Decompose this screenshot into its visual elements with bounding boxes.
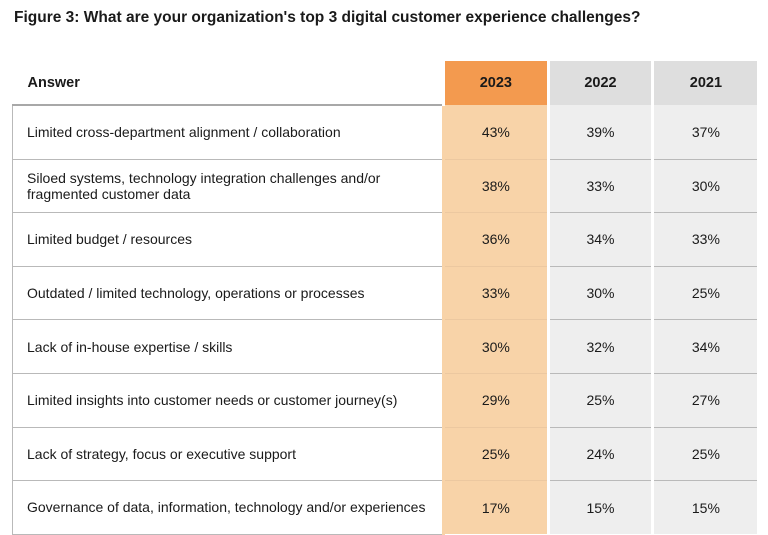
answer-cell: Lack of in-house expertise / skills [12, 319, 444, 374]
value-cell-2023: 36% [442, 212, 549, 267]
answer-cell: Siloed systems, technology integration c… [12, 158, 444, 213]
value-cell-2023: 30% [442, 319, 549, 374]
column-header-2021: 2021 [651, 61, 758, 105]
table-row: Lack of strategy, focus or executive sup… [12, 426, 758, 481]
value-cell-2022: 30% [546, 265, 653, 320]
table-body: Limited cross-department alignment / col… [12, 105, 758, 535]
table-row: Lack of in-house expertise / skills 30% 32… [12, 319, 758, 374]
value-cell-2022: 32% [546, 319, 653, 374]
answer-cell: Lack of strategy, focus or executive sup… [12, 426, 444, 481]
value-cell-2021: 37% [651, 105, 758, 160]
answer-cell: Outdated / limited technology, operation… [12, 265, 444, 320]
figure-title: Figure 3: What are your organization's t… [14, 9, 641, 26]
value-cell-2023: 25% [442, 426, 549, 481]
value-cell-2021: 25% [651, 426, 758, 481]
value-cell-2022: 15% [546, 480, 653, 535]
value-cell-2022: 24% [546, 426, 653, 481]
table-row: Outdated / limited technology, operation… [12, 265, 758, 320]
header-row: Answer 2023 2022 2021 [12, 61, 758, 106]
value-cell-2021: 27% [651, 372, 758, 428]
column-header-2023: 2023 [442, 61, 549, 105]
value-cell-2021: 33% [651, 212, 758, 267]
value-cell-2023: 17% [442, 480, 549, 535]
value-cell-2021: 25% [651, 265, 758, 320]
value-cell-2022: 34% [546, 212, 653, 267]
results-table: Answer 2023 2022 2021 Limited cross-depa… [12, 61, 758, 535]
table-row: Limited budget / resources 36% 34% 33% [12, 212, 758, 267]
answer-cell: Limited insights into customer needs or … [12, 372, 444, 428]
answer-cell: Limited budget / resources [12, 212, 444, 267]
value-cell-2023: 33% [442, 265, 549, 320]
value-cell-2023: 29% [442, 372, 549, 428]
value-cell-2021: 34% [651, 319, 758, 374]
value-cell-2022: 33% [546, 158, 653, 213]
table-row: Siloed systems, technology integration c… [12, 158, 758, 213]
value-cell-2021: 15% [651, 480, 758, 535]
table-row: Limited cross-department alignment / col… [12, 105, 758, 160]
value-cell-2023: 43% [442, 105, 549, 160]
table-row: Governance of data, information, technol… [12, 480, 758, 535]
value-cell-2022: 25% [546, 372, 653, 428]
table-row: Limited insights into customer needs or … [12, 372, 758, 428]
value-cell-2022: 39% [546, 105, 653, 160]
column-header-2022: 2022 [546, 61, 653, 105]
column-header-answer: Answer [12, 61, 444, 106]
value-cell-2021: 30% [651, 158, 758, 213]
value-cell-2023: 38% [442, 158, 549, 213]
answer-cell: Governance of data, information, technol… [12, 480, 444, 535]
answer-cell: Limited cross-department alignment / col… [12, 105, 444, 160]
